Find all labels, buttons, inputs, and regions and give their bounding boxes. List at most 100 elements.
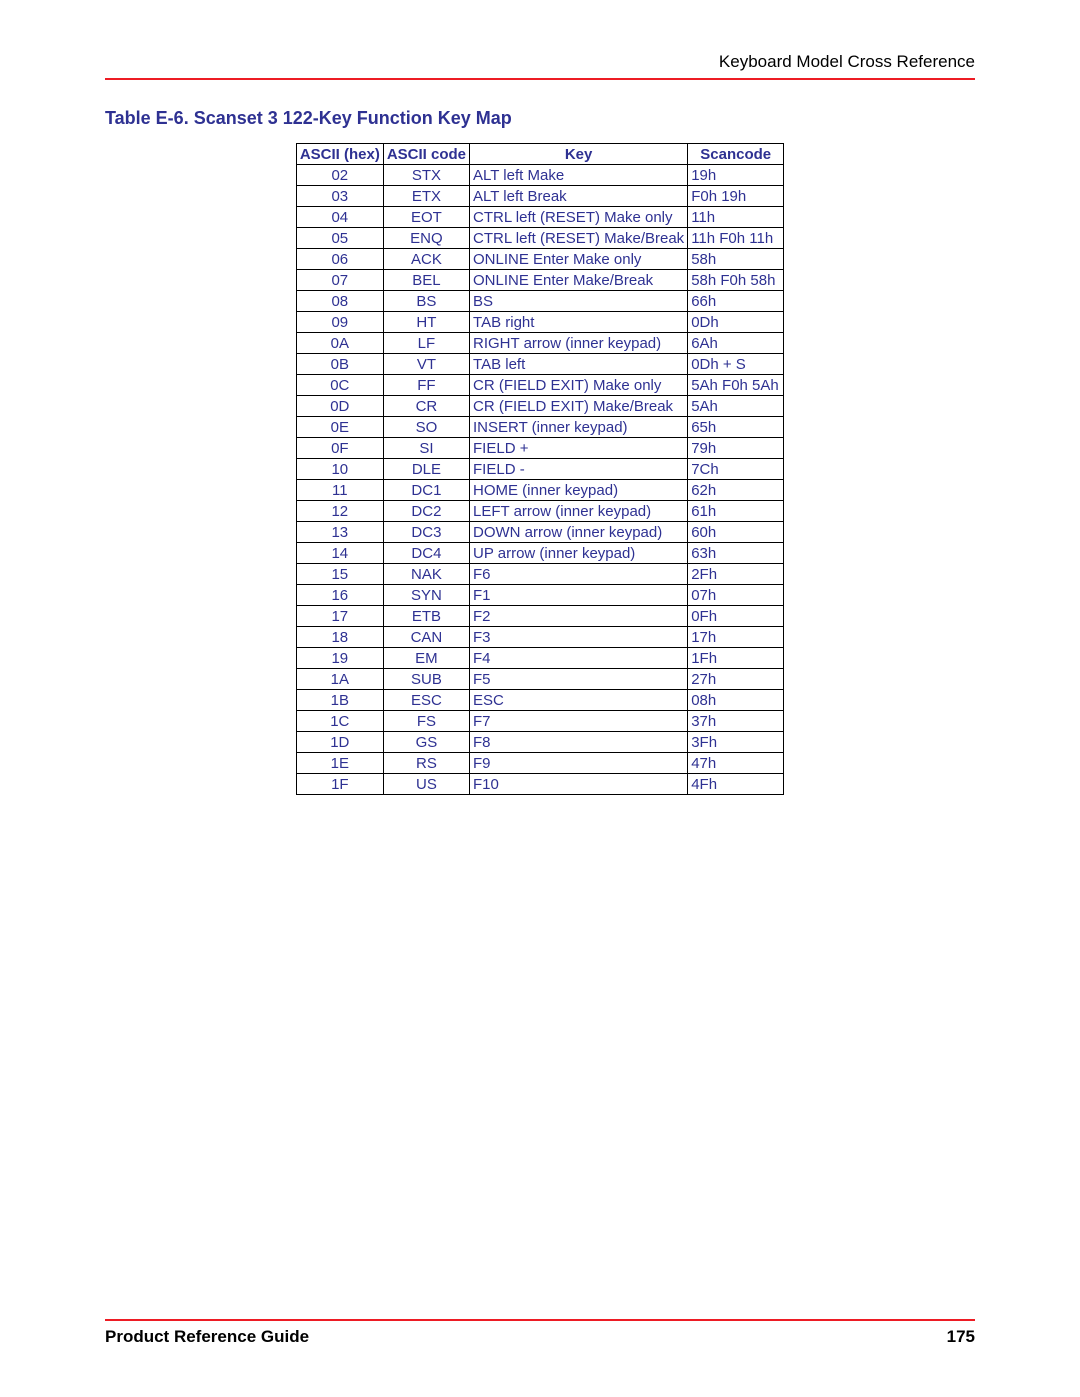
table-cell: 58h <box>688 249 784 270</box>
table-cell: SI <box>383 438 469 459</box>
table-row: 09HTTAB right0Dh <box>296 312 783 333</box>
table-row: 1ASUBF527h <box>296 669 783 690</box>
table-cell: 0D <box>296 396 383 417</box>
table-cell: 5Ah <box>688 396 784 417</box>
table-cell: ALT left Make <box>470 165 688 186</box>
table-cell: DC1 <box>383 480 469 501</box>
table-cell: ESC <box>470 690 688 711</box>
table-row: 1ERSF947h <box>296 753 783 774</box>
table-cell: 7Ch <box>688 459 784 480</box>
table-cell: 1C <box>296 711 383 732</box>
table-row: 13DC3DOWN arrow (inner keypad)60h <box>296 522 783 543</box>
table-row: 1DGSF83Fh <box>296 732 783 753</box>
table-cell: F2 <box>470 606 688 627</box>
table-wrapper: ASCII (hex) ASCII code Key Scancode 02ST… <box>105 143 975 795</box>
table-cell: 0A <box>296 333 383 354</box>
footer-right: 175 <box>947 1327 975 1347</box>
table-cell: 14 <box>296 543 383 564</box>
table-cell: 17 <box>296 606 383 627</box>
table-cell: STX <box>383 165 469 186</box>
table-cell: 18 <box>296 627 383 648</box>
table-cell: F0h 19h <box>688 186 784 207</box>
table-cell: F6 <box>470 564 688 585</box>
table-cell: CR (FIELD EXIT) Make only <box>470 375 688 396</box>
keymap-table: ASCII (hex) ASCII code Key Scancode 02ST… <box>296 143 784 795</box>
table-cell: VT <box>383 354 469 375</box>
table-row: 10DLEFIELD -7Ch <box>296 459 783 480</box>
table-cell: DC4 <box>383 543 469 564</box>
table-cell: 2Fh <box>688 564 784 585</box>
table-row: 17ETBF20Fh <box>296 606 783 627</box>
page-footer: Product Reference Guide 175 <box>105 1319 975 1347</box>
table-cell: CAN <box>383 627 469 648</box>
table-cell: F10 <box>470 774 688 795</box>
table-cell: 12 <box>296 501 383 522</box>
col-header-scancode: Scancode <box>688 144 784 165</box>
table-cell: 0C <box>296 375 383 396</box>
table-cell: 0B <box>296 354 383 375</box>
table-cell: ESC <box>383 690 469 711</box>
table-cell: EM <box>383 648 469 669</box>
footer-left: Product Reference Guide <box>105 1327 309 1347</box>
table-row: 15NAKF62Fh <box>296 564 783 585</box>
table-cell: 1Fh <box>688 648 784 669</box>
table-cell: 07h <box>688 585 784 606</box>
table-row: 04EOTCTRL left (RESET) Make only11h <box>296 207 783 228</box>
table-cell: 07 <box>296 270 383 291</box>
table-cell: CR <box>383 396 469 417</box>
table-cell: 0F <box>296 438 383 459</box>
table-row: 19EMF41Fh <box>296 648 783 669</box>
table-cell: SYN <box>383 585 469 606</box>
table-header-row: ASCII (hex) ASCII code Key Scancode <box>296 144 783 165</box>
table-cell: ALT left Break <box>470 186 688 207</box>
table-cell: 27h <box>688 669 784 690</box>
table-cell: 3Fh <box>688 732 784 753</box>
table-cell: 11 <box>296 480 383 501</box>
table-row: 02STXALT left Make19h <box>296 165 783 186</box>
table-cell: 47h <box>688 753 784 774</box>
table-cell: US <box>383 774 469 795</box>
table-row: 0CFFCR (FIELD EXIT) Make only5Ah F0h 5Ah <box>296 375 783 396</box>
table-cell: 60h <box>688 522 784 543</box>
table-cell: 65h <box>688 417 784 438</box>
table-row: 18CANF317h <box>296 627 783 648</box>
table-cell: 19h <box>688 165 784 186</box>
table-cell: 19 <box>296 648 383 669</box>
table-cell: BS <box>470 291 688 312</box>
table-cell: GS <box>383 732 469 753</box>
table-row: 07BELONLINE Enter Make/Break58h F0h 58h <box>296 270 783 291</box>
table-row: 06ACKONLINE Enter Make only58h <box>296 249 783 270</box>
table-cell: ACK <box>383 249 469 270</box>
table-cell: EOT <box>383 207 469 228</box>
table-cell: 04 <box>296 207 383 228</box>
table-cell: CTRL left (RESET) Make/Break <box>470 228 688 249</box>
table-cell: 63h <box>688 543 784 564</box>
table-cell: 03 <box>296 186 383 207</box>
table-cell: DC2 <box>383 501 469 522</box>
table-row: 14DC4UP arrow (inner keypad)63h <box>296 543 783 564</box>
table-cell: 13 <box>296 522 383 543</box>
table-cell: FIELD - <box>470 459 688 480</box>
table-cell: ETX <box>383 186 469 207</box>
table-row: 11DC1HOME (inner keypad)62h <box>296 480 783 501</box>
table-cell: RS <box>383 753 469 774</box>
table-row: 0BVTTAB left0Dh + S <box>296 354 783 375</box>
table-cell: SUB <box>383 669 469 690</box>
table-cell: F4 <box>470 648 688 669</box>
table-cell: 66h <box>688 291 784 312</box>
table-head: ASCII (hex) ASCII code Key Scancode <box>296 144 783 165</box>
table-row: 0ALFRIGHT arrow (inner keypad)6Ah <box>296 333 783 354</box>
table-cell: BS <box>383 291 469 312</box>
table-cell: CTRL left (RESET) Make only <box>470 207 688 228</box>
table-cell: 5Ah F0h 5Ah <box>688 375 784 396</box>
table-cell: LF <box>383 333 469 354</box>
table-cell: 17h <box>688 627 784 648</box>
table-cell: CR (FIELD EXIT) Make/Break <box>470 396 688 417</box>
header-rule <box>105 78 975 80</box>
table-cell: 1E <box>296 753 383 774</box>
table-cell: TAB left <box>470 354 688 375</box>
table-cell: 6Ah <box>688 333 784 354</box>
page: Keyboard Model Cross Reference Table E-6… <box>0 0 1080 1397</box>
table-cell: LEFT arrow (inner keypad) <box>470 501 688 522</box>
table-cell: 37h <box>688 711 784 732</box>
